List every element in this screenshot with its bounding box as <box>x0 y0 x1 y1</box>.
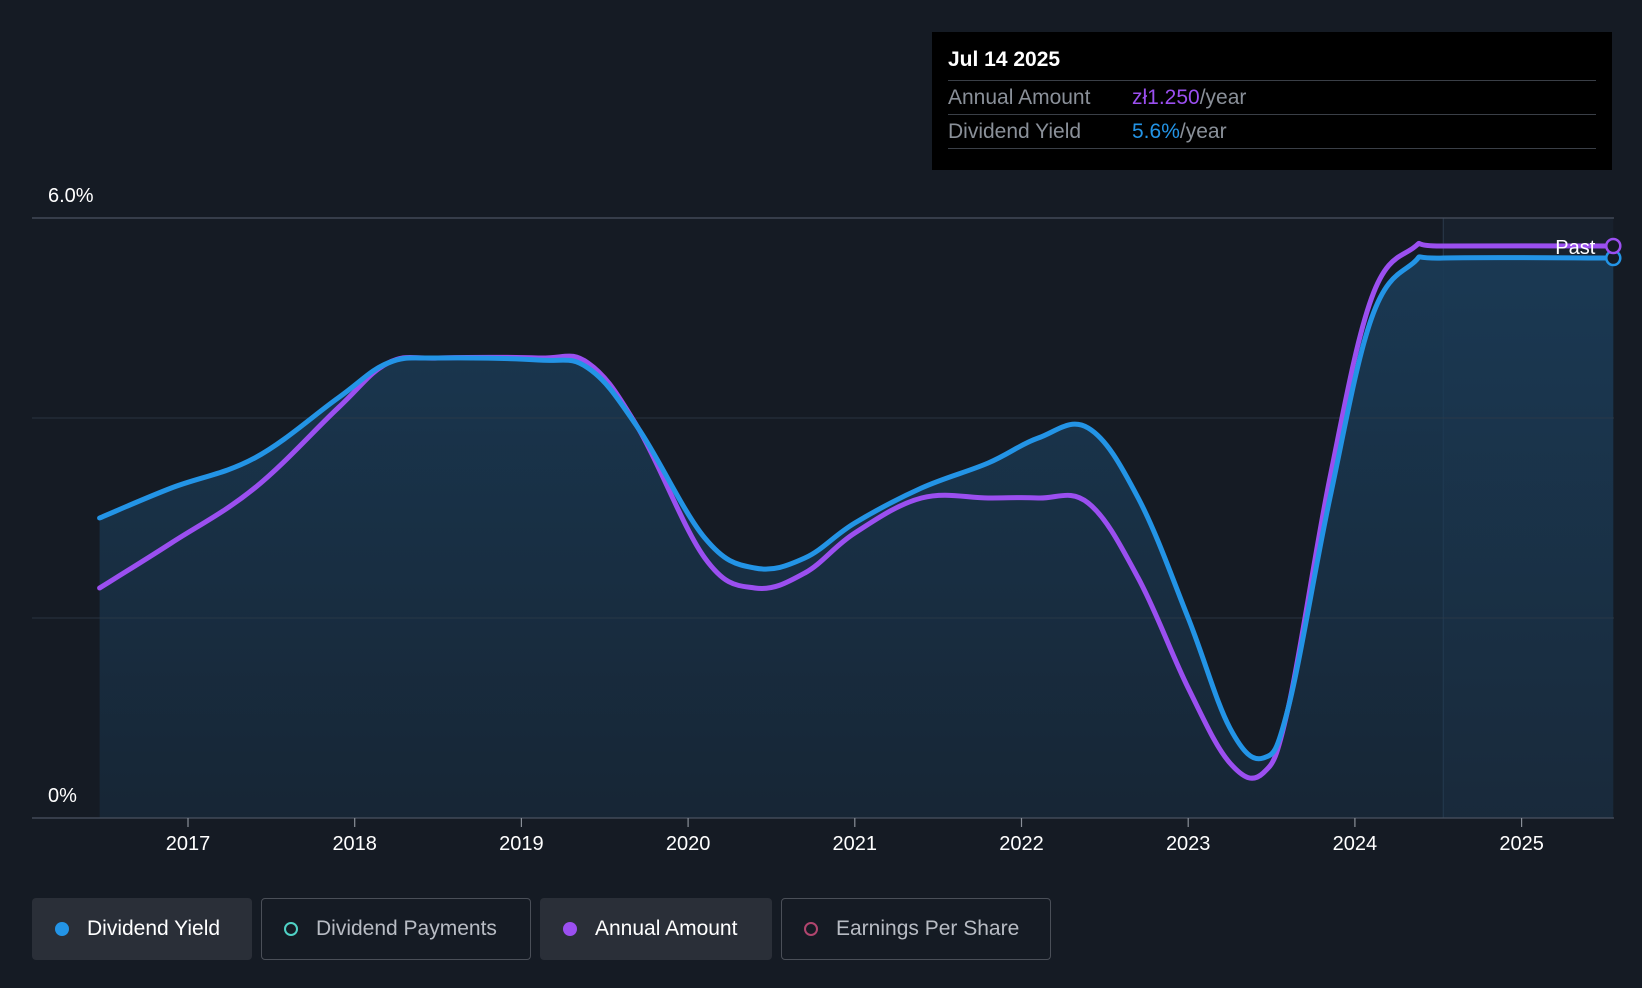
dividend-chart: 6.0% 0% 2017 2018 2019 2020 2021 2022 2023 2024 20… <box>32 185 1622 855</box>
x-tick-label: 2018 <box>332 833 377 855</box>
tooltip-label: Annual Amount <box>948 86 1091 109</box>
legend-earnings-per-share[interactable]: Earnings Per Share <box>781 898 1051 960</box>
dividend-yield-line <box>97 254 1616 762</box>
tooltip: Jul 14 2025 Annual Amount zł1.250 /year … <box>932 32 1612 170</box>
filled-dot-icon <box>563 922 577 936</box>
legend-label: Dividend Yield <box>87 917 221 940</box>
legend-annual-amount[interactable]: Annual Amount <box>540 898 772 960</box>
x-tick-label: 2020 <box>666 833 711 855</box>
tooltip-value: 5.6% <box>1132 120 1180 143</box>
hollow-dot-icon <box>804 922 818 936</box>
x-tick-label: 2024 <box>1333 833 1378 855</box>
hollow-dot-icon <box>284 922 298 936</box>
legend-dividend-yield[interactable]: Dividend Yield <box>32 898 252 960</box>
legend-dividend-payments[interactable]: Dividend Payments <box>261 898 531 960</box>
legend-label: Earnings Per Share <box>836 917 1020 940</box>
tooltip-label: Dividend Yield <box>948 120 1082 143</box>
tooltip-unit: /year <box>1179 120 1227 143</box>
y-tick-label: 6.0% <box>48 185 94 207</box>
tooltip-row-dividend-yield: Dividend Yield 5.6% /year <box>948 115 1596 149</box>
legend-label: Annual Amount <box>595 917 738 940</box>
annual-amount-end-marker <box>1605 237 1622 255</box>
legend-label: Dividend Payments <box>316 917 497 940</box>
y-tick-label: 0% <box>48 785 77 807</box>
x-tick-label: 2022 <box>999 833 1044 855</box>
filled-dot-icon <box>55 922 69 936</box>
x-tick-label: 2019 <box>499 833 544 855</box>
legend: Dividend Yield Dividend Payments Annual … <box>32 898 1051 960</box>
x-tick-label: 2023 <box>1166 833 1211 855</box>
past-label: Past <box>1555 237 1595 259</box>
tooltip-value: zł1.250 <box>1132 86 1200 109</box>
tooltip-row-annual-amount: Annual Amount zł1.250 /year <box>948 81 1596 115</box>
x-tick-label: 2025 <box>1499 833 1544 855</box>
dividend-yield-area <box>99 256 1614 818</box>
tooltip-date: Jul 14 2025 <box>948 46 1596 81</box>
x-tick-label: 2017 <box>166 833 211 855</box>
x-tick-label: 2021 <box>833 833 878 855</box>
tooltip-unit: /year <box>1199 86 1247 109</box>
